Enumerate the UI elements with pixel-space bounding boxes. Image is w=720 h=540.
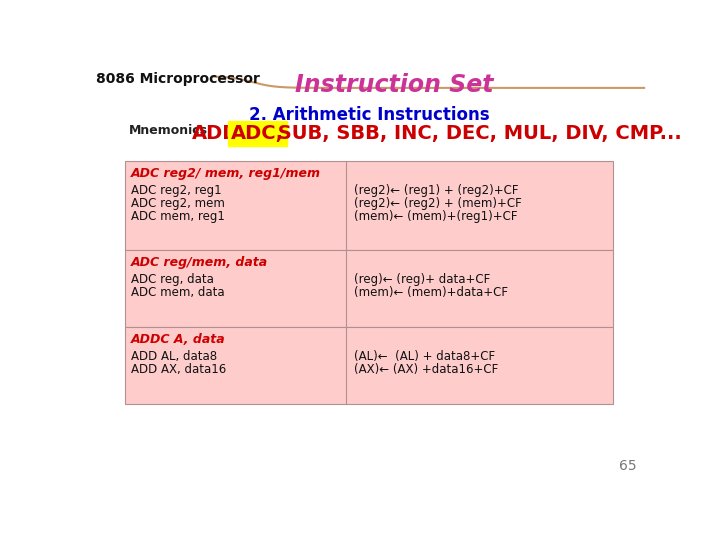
Text: (AL)←  (AL) + data8+CF: (AL)← (AL) + data8+CF [354, 350, 495, 363]
Text: 2. Arithmetic Instructions: 2. Arithmetic Instructions [248, 106, 490, 124]
Text: (mem)← (mem)+data+CF: (mem)← (mem)+data+CF [354, 286, 508, 299]
Text: SUB, SBB, INC, DEC, MUL, DIV, CMP...: SUB, SBB, INC, DEC, MUL, DIV, CMP... [271, 124, 682, 143]
Text: ADC reg2/ mem, reg1/mem: ADC reg2/ mem, reg1/mem [131, 167, 321, 180]
Text: ADDC A, data: ADDC A, data [131, 333, 225, 346]
Bar [125, 327, 613, 403]
Text: ADC mem, reg1: ADC mem, reg1 [131, 211, 225, 224]
Text: 8086 Microprocessor: 8086 Microprocessor [96, 72, 260, 86]
Text: ADC mem, data: ADC mem, data [131, 286, 225, 299]
Bar [125, 249, 613, 327]
Text: 65: 65 [618, 459, 636, 473]
Text: (mem)← (mem)+(reg1)+CF: (mem)← (mem)+(reg1)+CF [354, 211, 517, 224]
Text: ADC reg, data: ADC reg, data [131, 273, 214, 286]
Text: ADC reg/mem, data: ADC reg/mem, data [131, 256, 268, 269]
Text: ADC reg2, reg1: ADC reg2, reg1 [131, 184, 222, 197]
Text: ADC,: ADC, [231, 124, 284, 143]
Bar [125, 161, 613, 249]
Text: ADC reg2, mem: ADC reg2, mem [131, 197, 225, 210]
Text: (AX)← (AX) +data16+CF: (AX)← (AX) +data16+CF [354, 363, 498, 376]
Text: (reg2)← (reg2) + (mem)+CF: (reg2)← (reg2) + (mem)+CF [354, 197, 521, 210]
Text: ADD,: ADD, [192, 124, 247, 143]
Text: ADD AL, data8: ADD AL, data8 [131, 350, 217, 363]
Text: ADD AX, data16: ADD AX, data16 [131, 363, 226, 376]
Text: Mnemonics:: Mnemonics: [129, 124, 212, 137]
Text: (reg)← (reg)+ data+CF: (reg)← (reg)+ data+CF [354, 273, 490, 286]
Text: Instruction Set: Instruction Set [295, 72, 494, 97]
Text: (reg2)← (reg1) + (reg2)+CF: (reg2)← (reg1) + (reg2)+CF [354, 184, 518, 197]
